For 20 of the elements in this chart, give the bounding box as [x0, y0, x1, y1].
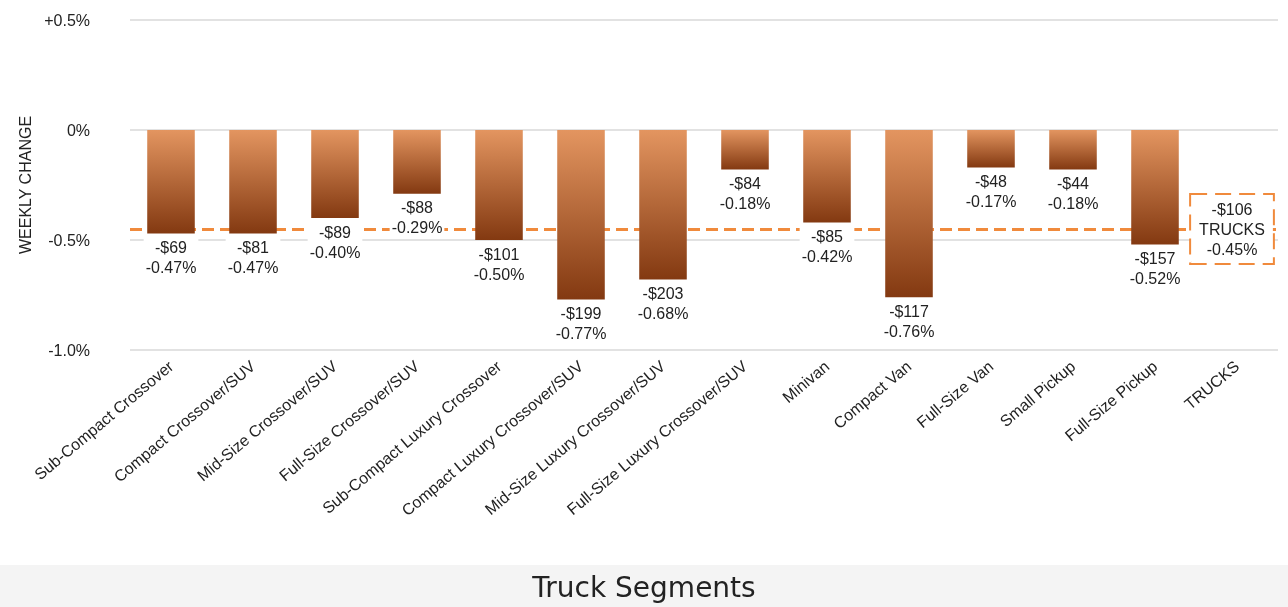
data-label: -$199 -0.77%	[555, 304, 607, 342]
y-tick-label: -0.5%	[48, 231, 90, 249]
data-label: -$203 -0.68%	[637, 285, 689, 323]
y-tick-label: -1.0%	[48, 341, 90, 359]
y-tick-label: +0.5%	[44, 11, 90, 29]
data-label: -$69 -0.47%	[145, 238, 197, 276]
data-label: -$101 -0.50%	[473, 245, 525, 283]
data-label: -$117 -0.76%	[883, 302, 935, 340]
data-label: -$48 -0.17%	[965, 172, 1017, 210]
data-label: -$81 -0.47%	[227, 238, 279, 276]
y-axis-title: WEEKLY CHANGE	[16, 115, 34, 255]
data-label: -$84 -0.18%	[719, 175, 771, 213]
data-label: -$157 -0.52%	[1129, 249, 1181, 287]
ref-line-label: -$106 TRUCKS -0.45%	[1199, 200, 1265, 258]
x-axis-title: Truck Segments	[531, 570, 756, 604]
y-tick-label: 0%	[66, 121, 90, 139]
data-label: -$85 -0.42%	[801, 227, 853, 265]
data-label: -$89 -0.40%	[309, 223, 361, 261]
data-label: -$44 -0.18%	[1047, 175, 1099, 213]
data-label: -$88 -0.29%	[391, 199, 443, 237]
